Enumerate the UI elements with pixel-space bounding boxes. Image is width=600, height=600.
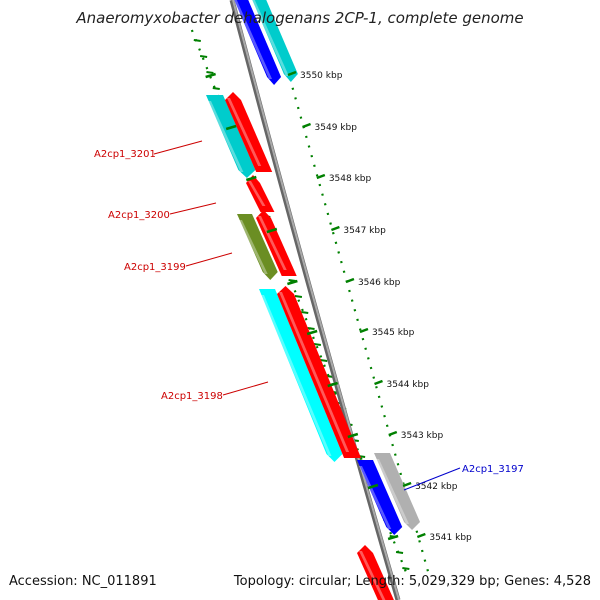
outer-kbp-tick (306, 329, 318, 336)
minor-tick-mark (294, 295, 303, 298)
gene-label-leader (169, 202, 217, 215)
kbp-tick-label: 3548 kbp (329, 174, 372, 184)
kbp-tick-label: 3549 kbp (315, 123, 358, 133)
forward-cds-3199 (256, 210, 297, 276)
gene-label: A2cp1_3200 (108, 210, 170, 221)
kbp-tick-label: 3543 kbp (401, 431, 444, 441)
kbp-tick-label: 3550 kbp (300, 71, 343, 81)
outer-kbp-tick (347, 432, 359, 439)
kbp-tick-mark (287, 70, 297, 77)
kbp-tick-mark (416, 532, 426, 539)
cyan-feature-3198-highlight (261, 295, 332, 456)
kbp-tick-label: 3547 kbp (343, 226, 386, 236)
kbp-tick-mark (388, 430, 398, 437)
topology-label: Topology: circular; Length: 5,029,329 bp… (233, 574, 591, 589)
reverse-cds-3197 (357, 460, 403, 535)
cyan-feature-3198 (259, 289, 343, 462)
forward-cds-3198 (277, 286, 362, 458)
kbp-tick-mark (302, 122, 311, 129)
cyan-feature-3201-highlight (208, 101, 244, 172)
minor-tick-mark (301, 311, 309, 314)
minor-tick-mark (212, 87, 220, 90)
minor-tick-mark (206, 71, 214, 74)
grey-feature-3197 (374, 453, 421, 530)
cyan-feature-top (252, 0, 298, 82)
kbp-tick-mark (402, 481, 412, 488)
genome-title: Anaeromyxobacter dehalogenans 2CP-1, com… (76, 9, 524, 27)
olive-feature-3199 (237, 214, 278, 280)
reverse-cds-feature-top (234, 0, 282, 85)
forward-cds-bottom (357, 545, 394, 600)
kbp-tick-label: 3545 kbp (372, 328, 415, 338)
forward-cds-3201-highlight (227, 98, 262, 166)
gene-label: A2cp1_3199 (124, 262, 186, 273)
minor-tick-mark (193, 39, 201, 42)
kbp-tick-label: 3541 kbp (429, 533, 472, 543)
inner-dotted-border (275, 29, 431, 576)
outer-kbp-tick (367, 483, 379, 490)
forward-cds-3201 (225, 92, 273, 172)
cyan-feature-top-highlight (251, 0, 289, 76)
gene-label-leader (403, 467, 461, 491)
kbp-tick-mark (316, 173, 326, 180)
forward-cds-3200 (246, 175, 275, 212)
grey-feature-3197-highlight (376, 459, 410, 524)
gene-label-leader (153, 140, 203, 155)
kbp-tick-mark (359, 327, 369, 334)
kbp-tick-label: 3544 kbp (387, 380, 430, 390)
minor-tick-mark (199, 55, 208, 58)
olive-feature-3199-highlight (239, 220, 268, 274)
gene-label-leader (185, 252, 233, 267)
minor-tick-mark (320, 359, 328, 362)
cyan-feature-3201 (206, 95, 256, 178)
kbp-tick-mark (330, 225, 340, 232)
kbp-tick-mark (345, 277, 355, 284)
backbone-line (232, 0, 400, 600)
forward-cds-bottom-highlight (359, 551, 386, 600)
outer-kbp-tick (245, 175, 257, 182)
minor-tick-mark (402, 567, 410, 570)
kbp-tick-label: 3546 kbp (358, 278, 401, 288)
gene-label-leader (222, 381, 269, 396)
outer-kbp-tick (205, 72, 216, 79)
accession-label: Accession: NC_011891 (9, 574, 157, 589)
minor-tick-mark (395, 551, 404, 554)
gene-label: A2cp1_3197 (462, 464, 524, 475)
kbp-tick-label: 3542 kbp (415, 482, 458, 492)
reverse-cds-3197-highlight (359, 466, 392, 529)
outer-kbp-tick (225, 124, 237, 131)
kbp-tick-mark (374, 379, 383, 386)
outer-kbp-tick (266, 227, 278, 234)
minor-tick-mark (313, 343, 322, 346)
forward-cds-3199-highlight (258, 216, 287, 270)
reverse-cds-feature-top-highlight (233, 0, 273, 79)
forward-cds-3200-highlight (248, 181, 266, 206)
forward-cds-3198-highlight (279, 292, 350, 452)
outer-kbp-tick (327, 381, 339, 388)
gene-label: A2cp1_3201 (94, 149, 156, 160)
outer-kbp-tick (287, 279, 298, 286)
minor-tick-mark (307, 327, 315, 330)
gene-label: A2cp1_3198 (161, 391, 223, 402)
outer-kbp-tick (387, 534, 399, 541)
